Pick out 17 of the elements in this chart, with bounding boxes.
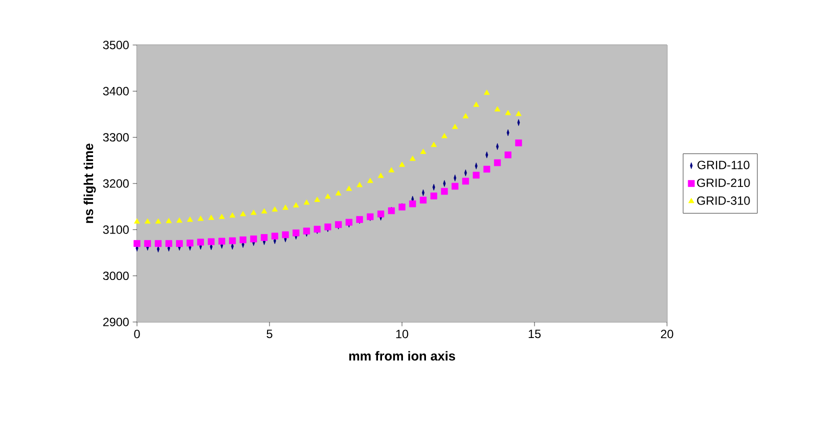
legend-label: GRID-310 bbox=[697, 196, 750, 205]
legend-label: GRID-210 bbox=[697, 178, 750, 188]
x-tick-label: 15 bbox=[528, 330, 541, 338]
x-tick-label: 10 bbox=[396, 330, 408, 338]
y-tick-label: 3500 bbox=[103, 40, 129, 50]
y-tick-label: 2900 bbox=[103, 318, 129, 326]
y-tick-label: 3100 bbox=[103, 225, 129, 234]
x-tick-label: 20 bbox=[660, 330, 674, 338]
x-axis-title: mm from ion axis bbox=[349, 351, 456, 361]
y-tick-label: 3200 bbox=[103, 179, 129, 188]
x-tick-label: 5 bbox=[266, 330, 272, 338]
y-tick-label: 3300 bbox=[103, 133, 129, 142]
y-tick-label: 3400 bbox=[103, 86, 129, 96]
legend-label: GRID-110 bbox=[698, 160, 750, 170]
x-tick-label: 0 bbox=[134, 330, 140, 338]
y-axis-title: ns flight time bbox=[84, 144, 96, 223]
y-tick-label: 3000 bbox=[103, 272, 129, 280]
